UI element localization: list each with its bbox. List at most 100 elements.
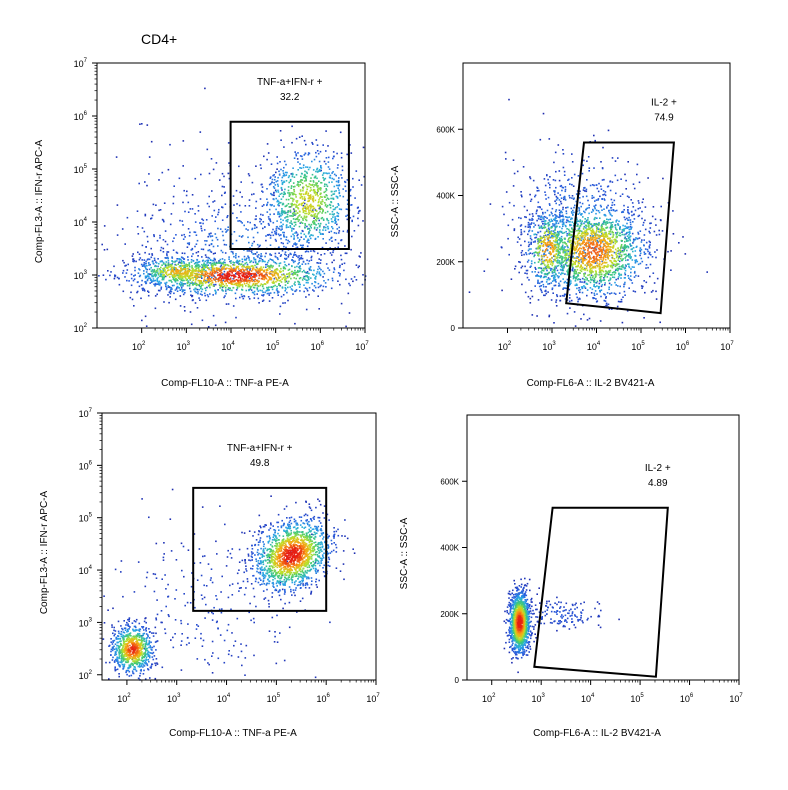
tnf-ifn-top-event-dot xyxy=(225,289,227,291)
tnf-ifn-top-event-dot xyxy=(311,209,314,212)
tnf-ifn-top-event-dot xyxy=(273,194,275,197)
tnf-ifn-top-event-dot xyxy=(309,267,311,270)
tnf-ifn-top-event-dot xyxy=(148,258,151,261)
tnf-ifn-top-event-dot xyxy=(184,310,186,312)
il2-ssc-top-event-dot xyxy=(575,278,577,280)
tnf-ifn-top-event-dot xyxy=(219,269,221,271)
tnf-ifn-top-event-dot xyxy=(325,150,327,152)
tnf-ifn-top-event-dot xyxy=(303,284,305,286)
tnf-ifn-top-event-dot xyxy=(336,223,338,226)
il2-ssc-top-event-dot xyxy=(573,222,575,225)
tnf-ifn-top-gate[interactable] xyxy=(229,120,350,250)
il2-ssc-top-event-dot xyxy=(609,292,611,295)
tnf-ifn-top-event-dot xyxy=(263,204,265,206)
tnf-ifn-top-event-dot xyxy=(305,179,307,182)
il2-ssc-top-event-dot xyxy=(547,277,550,279)
il2-ssc-top-event-dot xyxy=(513,228,516,230)
tnf-ifn-top-event-dot xyxy=(210,274,213,277)
tnf-ifn-top-event-dot xyxy=(287,286,289,289)
tnf-ifn-top-event-dot xyxy=(322,270,324,273)
tnf-ifn-top-events xyxy=(98,87,367,328)
tnf-ifn-top-event-dot xyxy=(284,277,286,279)
il2-ssc-top-event-dot xyxy=(599,290,601,293)
il2-ssc-top-event-dot xyxy=(542,285,545,288)
tnf-ifn-top-event-dot xyxy=(257,272,260,274)
tnf-ifn-top-event-dot xyxy=(304,207,307,209)
tnf-ifn-top-event-dot xyxy=(316,262,318,264)
il2-ssc-top-event-dot xyxy=(616,179,619,182)
tnf-ifn-top-event-dot xyxy=(172,278,175,280)
il2-ssc-top-event-dot xyxy=(537,231,540,234)
il2-ssc-top-event-dot xyxy=(560,240,562,243)
il2-ssc-top-event-dot xyxy=(631,259,634,261)
il2-ssc-top-event-dot xyxy=(549,176,551,178)
tnf-ifn-top-event-dot xyxy=(309,195,312,197)
il2-ssc-top-event-dot xyxy=(573,276,575,279)
tnf-ifn-top-event-dot xyxy=(308,293,310,296)
tnf-ifn-top-event-dot xyxy=(289,225,292,227)
tnf-ifn-top-event-dot xyxy=(190,281,193,284)
il2-ssc-top-event-dot xyxy=(530,241,532,244)
tnf-ifn-top-event-dot xyxy=(166,287,168,289)
tnf-ifn-top-y-tick-label: 105 xyxy=(74,164,88,175)
il2-ssc-top-event-dot xyxy=(548,138,551,140)
tnf-ifn-top-event-dot xyxy=(287,186,290,188)
il2-ssc-top-event-dot xyxy=(554,223,556,226)
il2-ssc-top-event-dot xyxy=(566,219,568,221)
il2-ssc-top-event-dot xyxy=(623,228,625,230)
tnf-ifn-top-event-dot xyxy=(238,285,241,288)
tnf-ifn-top-y-tick-label: 106 xyxy=(74,111,88,122)
tnf-ifn-top-event-dot xyxy=(257,254,260,256)
il2-ssc-top-event-dot xyxy=(606,292,609,294)
il2-ssc-top-event-dot xyxy=(656,249,658,251)
tnf-ifn-top-event-dot xyxy=(167,285,169,287)
tnf-ifn-top-event-dot xyxy=(189,208,192,210)
il2-ssc-top-event-dot xyxy=(609,213,612,216)
tnf-ifn-top-event-dot xyxy=(278,291,280,293)
tnf-ifn-top-event-dot xyxy=(304,218,307,221)
tnf-ifn-top-event-dot xyxy=(265,263,267,266)
tnf-ifn-top-event-dot xyxy=(190,277,192,280)
tnf-ifn-top-event-dot xyxy=(227,275,229,277)
tnf-ifn-top-event-dot xyxy=(337,203,339,205)
il2-ssc-top-event-dot xyxy=(587,219,589,221)
tnf-ifn-top-event-dot xyxy=(287,299,289,302)
tnf-ifn-top-event-dot xyxy=(304,174,306,177)
tnf-ifn-top-event-dot xyxy=(126,216,129,219)
il2-ssc-top-event-dot xyxy=(584,221,586,223)
tnf-ifn-top-event-dot xyxy=(309,166,311,169)
il2-ssc-top-event-dot xyxy=(623,233,625,236)
tnf-ifn-top-event-dot xyxy=(313,220,315,222)
tnf-ifn-top-event-dot xyxy=(231,289,233,292)
tnf-ifn-top-event-dot xyxy=(194,177,197,180)
tnf-ifn-top-event-dot xyxy=(283,245,285,248)
tnf-ifn-top-event-dot xyxy=(156,279,159,282)
tnf-ifn-top-event-dot xyxy=(354,197,356,199)
tnf-ifn-top-event-dot xyxy=(229,289,231,291)
tnf-ifn-top-event-dot xyxy=(133,275,135,277)
tnf-ifn-top-event-dot xyxy=(253,240,255,243)
tnf-ifn-top-y-tick-base: 10 xyxy=(74,324,84,334)
tnf-ifn-top-event-dot xyxy=(308,260,311,262)
tnf-ifn-top-event-dot xyxy=(269,268,271,270)
il2-ssc-top-event-dot xyxy=(639,230,642,232)
tnf-ifn-top-event-dot xyxy=(263,270,265,273)
il2-ssc-top-event-dot xyxy=(548,314,551,317)
tnf-ifn-top-event-dot xyxy=(198,279,200,282)
tnf-ifn-top-event-dot xyxy=(318,272,321,275)
tnf-ifn-top-event-dot xyxy=(141,287,144,290)
il2-ssc-top-event-dot xyxy=(601,198,603,200)
il2-ssc-top-event-dot xyxy=(645,267,647,269)
tnf-ifn-top-event-dot xyxy=(212,314,215,317)
tnf-ifn-top-event-dot xyxy=(313,274,315,276)
tnf-ifn-top-event-dot xyxy=(280,237,282,240)
tnf-ifn-top-event-dot xyxy=(130,284,133,287)
tnf-ifn-top-event-dot xyxy=(268,267,270,269)
tnf-ifn-top-event-dot xyxy=(301,198,304,200)
tnf-ifn-top-event-dot xyxy=(194,269,197,271)
il2-ssc-top-event-dot xyxy=(559,280,562,283)
tnf-ifn-top-event-dot xyxy=(223,186,225,188)
tnf-ifn-top-event-dot xyxy=(204,264,206,267)
il2-ssc-top-event-dot xyxy=(534,271,536,273)
tnf-ifn-top-event-dot xyxy=(152,270,154,272)
